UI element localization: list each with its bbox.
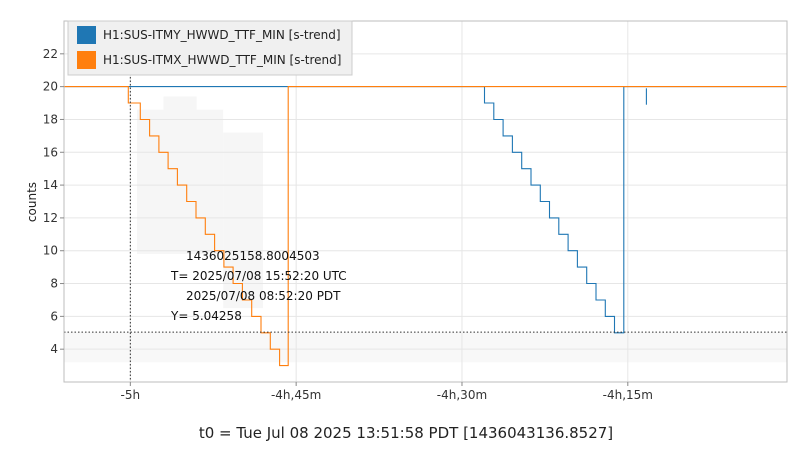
annotation-line: Y= 5.04258 — [170, 309, 242, 323]
y-tick-label: 4 — [50, 342, 58, 356]
shade-band — [163, 96, 197, 218]
y-tick-label: 6 — [50, 309, 58, 323]
y-tick-label: 18 — [43, 112, 58, 126]
annotation-line: 1436025158.8004503 — [186, 249, 320, 263]
annotation-line: T= 2025/07/08 15:52:20 UTC — [170, 269, 347, 283]
axes: 4 6 8 10 12 14 16 18 20 22 -5h -4h,45m -4h,30m -4h,15… — [43, 47, 653, 402]
shade-band — [223, 132, 263, 309]
y-tick-label: 10 — [43, 244, 58, 258]
legend-entry-label: H1:SUS-ITMX_HWWD_TTF_MIN [s-trend] — [103, 53, 341, 67]
x-tick-label: -4h,30m — [437, 388, 487, 402]
y-tick-label: 20 — [43, 80, 58, 94]
trend-plot[interactable]: 4 6 8 10 12 14 16 18 20 22 -5h -4h,45m -4h,30m -4h,15… — [0, 0, 812, 420]
series-lines — [64, 86, 787, 367]
legend[interactable]: H1:SUS-ITMY_HWWD_TTF_MIN [s-trend] H1:SUS… — [67, 20, 353, 76]
t0-label: t0 = Tue Jul 08 2025 13:51:58 PDT [14360… — [198, 424, 614, 442]
series-line-1 — [64, 86, 787, 334]
annotation-line: 2025/07/08 08:52:20 PDT — [186, 289, 341, 303]
y-tick-label: 12 — [43, 211, 58, 225]
y-tick-label: 14 — [43, 178, 58, 192]
x-tick-label: -5h — [121, 388, 141, 402]
cursor-annotation: 1436025158.8004503 T= 2025/07/08 15:52:20… — [170, 249, 347, 323]
legend-swatch — [77, 26, 96, 44]
shade-band — [64, 332, 787, 363]
y-tick-label: 16 — [43, 145, 58, 159]
legend-entry-label: H1:SUS-ITMY_HWWD_TTF_MIN [s-trend] — [103, 28, 341, 42]
density-shading — [64, 96, 787, 363]
y-tick-label: 22 — [43, 47, 58, 61]
plot-frame — [63, 20, 788, 383]
crosshair — [64, 21, 787, 382]
x-tick-label: -4h,45m — [271, 388, 321, 402]
y-tick-label: 8 — [50, 277, 58, 291]
legend-box — [67, 20, 353, 76]
series-line-2 — [64, 86, 787, 367]
x-tick-label: -4h,15m — [603, 388, 653, 402]
legend-swatch — [77, 51, 96, 69]
y-axis-label: counts — [25, 182, 39, 222]
